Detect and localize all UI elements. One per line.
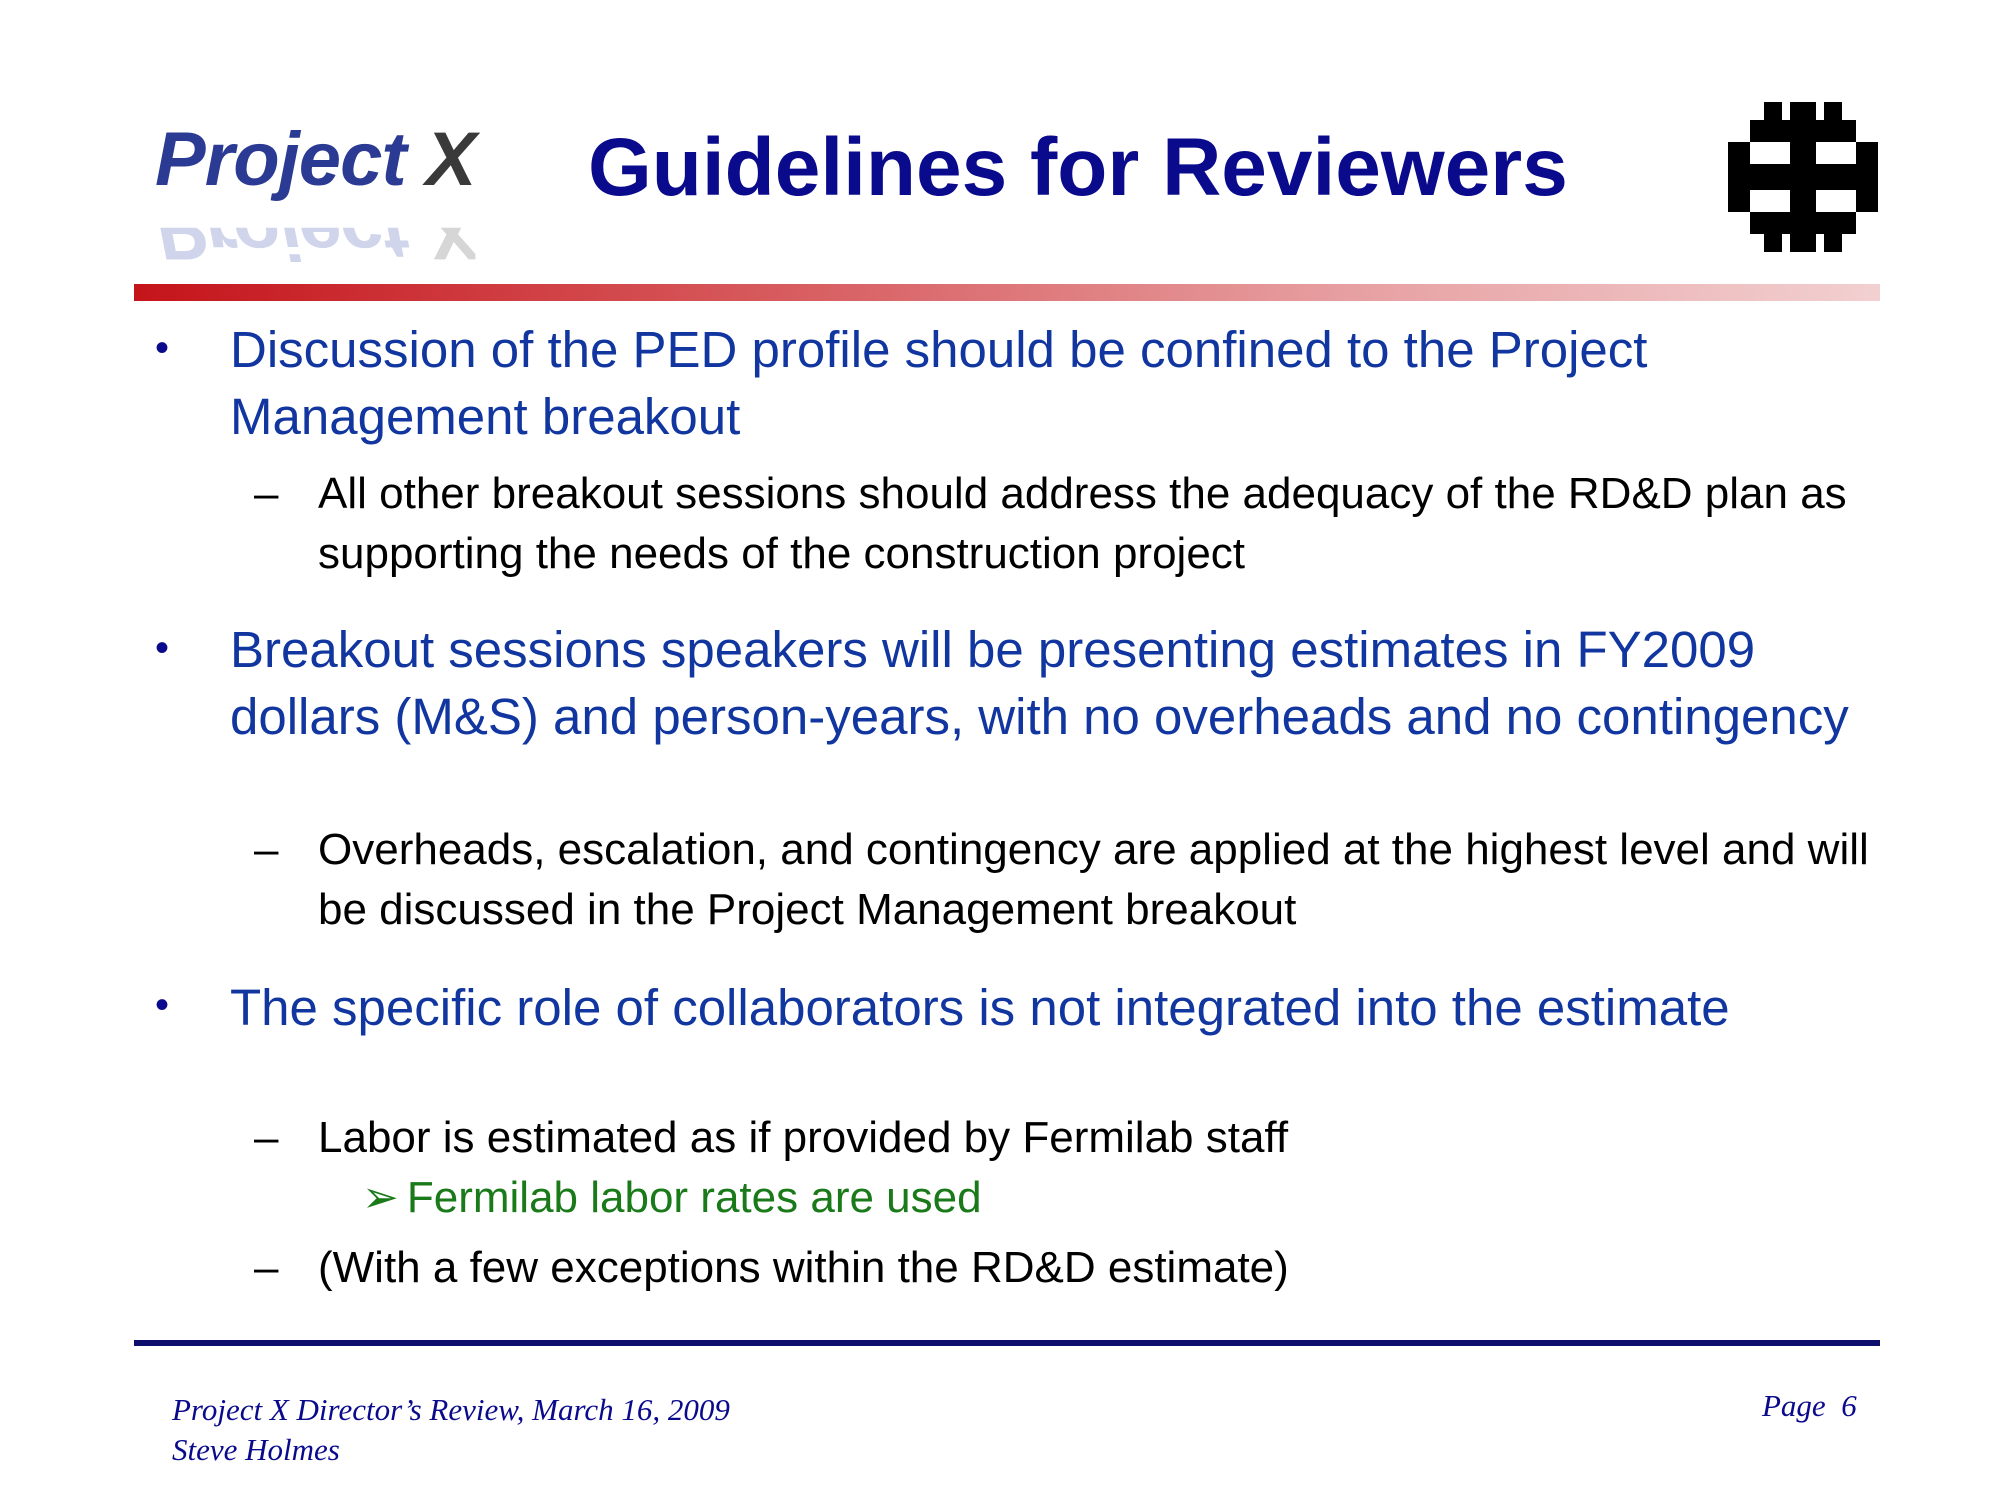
arrow-bullet-icon: ➢ <box>362 1173 399 1222</box>
dash-icon: – <box>254 1113 279 1162</box>
dash-icon: – <box>254 825 279 874</box>
bullet-icon: • <box>155 983 170 1027</box>
bullet-icon: • <box>155 326 170 370</box>
logo-main-text: Project <box>155 117 426 202</box>
bullet-3: The specific role of collaborators is no… <box>230 979 1730 1036</box>
bullet-1: Discussion of the PED profile should be … <box>230 321 1648 445</box>
slide-title: Guidelines for Reviewers <box>588 122 1568 213</box>
bullet-3-sub-1-item-1: ➢ Fermilab labor rates are used <box>362 1168 1762 1228</box>
page-number: Page 6 <box>1762 1388 1857 1423</box>
title-divider <box>134 284 1880 301</box>
project-x-logo: Project X Project X <box>155 118 515 258</box>
dash-icon: – <box>254 469 279 518</box>
bullet-2: Breakout sessions speakers will be prese… <box>230 621 1849 745</box>
bullet-3-sub-2: (With a few exceptions within the RD&D e… <box>318 1243 1289 1292</box>
dash-icon: – <box>254 1243 279 1292</box>
footer-author: Steve Holmes <box>172 1432 340 1467</box>
fermilab-logo-icon <box>1728 102 1878 252</box>
footer-divider <box>134 1340 1880 1346</box>
bullet-1-sub-1: All other breakout sessions should addre… <box>318 469 1847 578</box>
project-x-logo-text: Project X <box>155 117 477 202</box>
bullet-icon: • <box>155 626 170 670</box>
bullet-2-sub-1: Overheads, escalation, and contingency a… <box>318 825 1869 934</box>
footer-event: Project X Director’s Review, March 16, 2… <box>172 1392 730 1427</box>
bullet-3-sub-1-item-1-text: Fermilab labor rates are used <box>406 1173 982 1222</box>
logo-x-text: X <box>425 117 477 202</box>
bullet-3-sub-1: Labor is estimated as if provided by Fer… <box>318 1113 1289 1162</box>
